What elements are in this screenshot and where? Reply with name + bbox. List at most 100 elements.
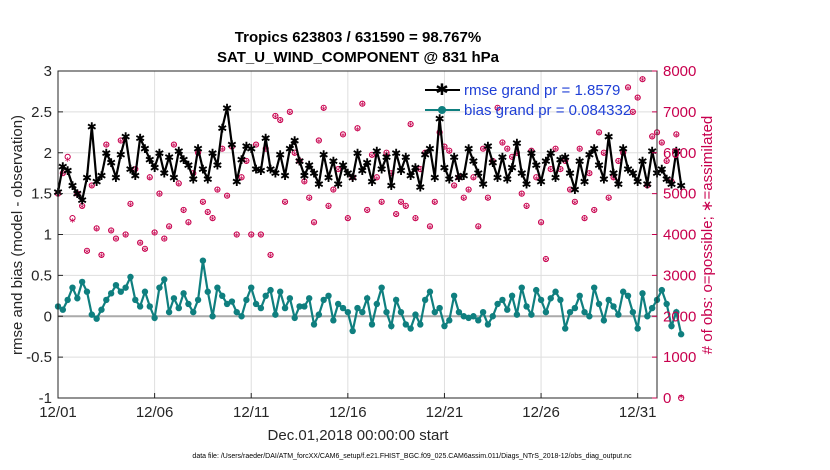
bias-point (199, 257, 207, 264)
obs-assimilated-marker: * (321, 104, 327, 117)
rmse-point: ✱ (628, 167, 638, 181)
rmse-point: ✱ (367, 175, 377, 189)
obs-assimilated-marker: * (442, 143, 448, 156)
bias-point (286, 295, 294, 302)
series-rmse grand pr = 1.8579: ✱✱✱✱✱✱✱✱✱✱✱✱✱✱✱✱✱✱✱✱✱✱✱✱✱✱✱✱✱✱✱✱✱✱✱✱✱✱✱✱… (53, 101, 686, 207)
rmse-point: ✱ (396, 164, 406, 178)
y-axis-ticks: -1 -0.5 0 0.5 1 1.5 2 2.5 3 (26, 63, 63, 407)
rmse-point: ✱ (217, 122, 227, 136)
obs-possible-marker (69, 215, 76, 222)
rmse-point: ✱ (203, 172, 213, 186)
rmse-point: ✱ (92, 175, 102, 189)
rmse-point: ✱ (377, 163, 387, 177)
obs-assimilated-marker: * (244, 157, 250, 170)
rmse-point: ✱ (459, 169, 469, 183)
obs-assimilated-marker: * (181, 206, 187, 219)
y-tick-label: 3 (44, 63, 52, 80)
obs-assimilated-marker: * (533, 173, 539, 186)
obs-assimilated-marker: * (340, 130, 346, 143)
rmse-point: ✱ (125, 163, 135, 177)
obs-assimilated-marker: * (99, 251, 105, 264)
bias-point (344, 308, 352, 316)
obs-possible-marker (199, 198, 207, 205)
bias-point (421, 296, 429, 304)
bias-point (175, 304, 182, 312)
bias-point (64, 296, 71, 304)
rmse-point: ✱ (101, 146, 111, 160)
y-tick-label: 0.5 (31, 267, 52, 284)
bias-point (446, 317, 453, 324)
bias-point (330, 317, 337, 324)
rmse-point: ✱ (121, 130, 131, 144)
rmse-point: ✱ (449, 150, 459, 164)
obs-assimilated-marker: * (200, 198, 206, 211)
x-axis-ticks: 12/01 12/06 12/11 12/16 12/21 12/26 12/31 (39, 393, 656, 421)
bias-point (634, 325, 641, 332)
obs-assimilated-marker: * (70, 216, 76, 229)
obs-assimilated-marker: * (645, 181, 651, 194)
obs-assimilated-marker: * (277, 116, 283, 129)
data-file-footnote: data file: /Users/raeder/DAI/ATM_forcXX/… (192, 453, 632, 460)
obs-possible-marker (238, 174, 245, 181)
y-tick-label: 2.5 (31, 104, 52, 121)
y-tick-label: -0.5 (26, 349, 52, 366)
rmse-point: ✱ (261, 132, 271, 146)
rmse-point: ✱ (232, 175, 242, 189)
bias-point (310, 321, 318, 328)
obs-assimilated-marker: * (258, 231, 264, 244)
bias-point (518, 284, 525, 291)
obs-assimilated-marker: * (538, 218, 544, 231)
obs-possible-marker (581, 215, 588, 222)
y2-tick-label: 3000 (663, 267, 696, 284)
obs-assimilated-marker: * (108, 226, 114, 239)
rmse-point: ✱ (637, 154, 647, 168)
obs-possible-marker (542, 255, 549, 263)
obs-assimilated-marker: * (162, 235, 168, 248)
bias-point (373, 300, 381, 308)
obs-assimilated-marker: * (659, 139, 665, 152)
obs-possible-marker (673, 131, 680, 138)
rmse-point: ✱ (323, 171, 333, 185)
legend-rmse-marker-icon: ✱ (435, 80, 448, 99)
obs-possible-marker (339, 131, 347, 138)
series-layer: ****************** ************** ********… (53, 75, 686, 405)
rmse-point: ✱ (285, 142, 295, 156)
obs-possible-marker (576, 145, 583, 152)
obs-possible-marker (146, 174, 153, 181)
rmse-point: ✱ (662, 172, 672, 186)
rmse-point: ✱ (362, 156, 372, 170)
obs-possible-marker (402, 202, 409, 209)
bias-point (523, 303, 530, 310)
bias-point (136, 303, 144, 310)
rmse-point: ✱ (464, 142, 474, 156)
bias-point (504, 306, 511, 313)
rmse-point: ✱ (676, 179, 686, 193)
obs-possible-marker (267, 251, 274, 259)
series-bias grand pr = 0.084332 (54, 257, 685, 338)
bias-point (359, 308, 366, 316)
rmse-point: ✱ (502, 172, 512, 186)
bias-point (663, 300, 670, 308)
obs-possible-marker (214, 186, 221, 193)
obs-possible-marker (624, 84, 632, 91)
rmse-point: ✱ (493, 171, 503, 185)
obs-assimilated-marker: * (471, 173, 477, 186)
rmse-point: ✱ (87, 120, 97, 134)
obs-possible-marker (552, 145, 559, 152)
rmse-point: ✱ (435, 112, 445, 126)
rmse-point: ✱ (280, 169, 290, 183)
obs-possible-marker (407, 121, 414, 128)
bias-point (475, 317, 482, 324)
bias-point (180, 290, 187, 297)
rmse-point: ✱ (473, 167, 483, 181)
obs-assimilated-marker: * (316, 137, 322, 150)
bias-point (528, 311, 535, 318)
rmse-point: ✱ (333, 177, 343, 191)
y2-tick-label: 5000 (663, 186, 696, 203)
obs-possible-marker (310, 219, 318, 226)
rmse-point: ✱ (444, 172, 454, 186)
obs-possible-marker (393, 210, 400, 218)
obs-assimilated-marker: * (355, 124, 361, 137)
rmse-point: ✱ (623, 163, 633, 177)
rmse-point: ✱ (555, 153, 565, 167)
